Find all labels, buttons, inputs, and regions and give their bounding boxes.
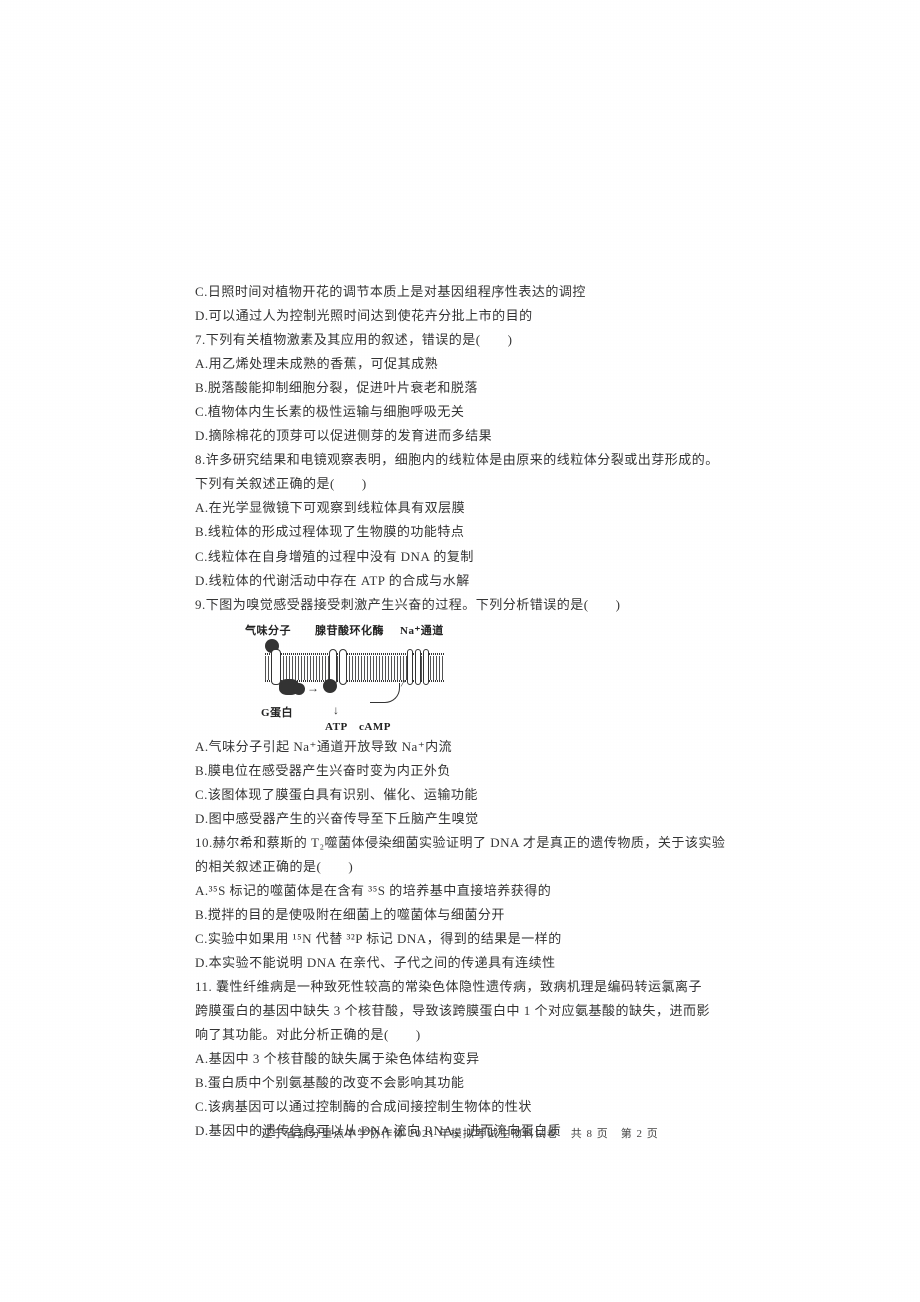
q9-option-d: D.图中感受器产生的兴奋传导至下丘脑产生嗅觉 (195, 807, 795, 831)
q8-stem-line1: 8.许多研究结果和电镜观察表明，细胞内的线粒体是由原来的线粒体分裂或出芽形成的。 (195, 448, 795, 472)
q10-option-d: D.本实验不能说明 DNA 在亲代、子代之间的传递具有连续性 (195, 951, 795, 975)
q7-option-d: D.摘除棉花的顶芽可以促进侧芽的发育进而多结果 (195, 424, 795, 448)
q7-option-a: A.用乙烯处理未成熟的香蕉，可促其成熟 (195, 352, 795, 376)
diagram-na-channel-2 (415, 649, 421, 685)
diagram-label-g-protein: G蛋白 (261, 703, 293, 723)
page-footer: 辽宁省部分重点中学协作体 2021 年模拟考试生物科试卷 共 8 页 第 2 页 (0, 1125, 920, 1141)
diagram-g-protein-3 (323, 679, 337, 693)
diagram-arrow-1: → (307, 677, 320, 699)
q7-option-c: C.植物体内生长素的极性运输与细胞呼吸无关 (195, 400, 795, 424)
q11-option-a: A.基因中 3 个核苷酸的缺失属于染色体结构变异 (195, 1047, 795, 1071)
exam-page-content: C.日照时间对植物开花的调节本质上是对基因组程序性表达的调控 D.可以通过人为控… (195, 280, 795, 1143)
q10-option-a: A.³⁵S 标记的噬菌体是在含有 ³⁵S 的培养基中直接培养获得的 (195, 879, 795, 903)
q8-option-d: D.线粒体的代谢活动中存在 ATP 的合成与水解 (195, 569, 795, 593)
q7-stem: 7.下列有关植物激素及其应用的叙述，错误的是( ) (195, 328, 795, 352)
diagram-enzyme-protein-2 (339, 649, 347, 685)
q11-stem-line2: 跨膜蛋白的基因中缺失 3 个核苷酸，导致该跨膜蛋白中 1 个对应氨基酸的缺失，进… (195, 999, 795, 1023)
q11-stem-line3: 响了其功能。对此分析正确的是( ) (195, 1023, 795, 1047)
q9-stem: 9.下图为嗅觉感受器接受刺激产生兴奋的过程。下列分析错误的是( ) (195, 593, 795, 617)
q7-option-b: B.脱落酸能抑制细胞分裂，促进叶片衰老和脱落 (195, 376, 795, 400)
diagram-receptor (271, 649, 281, 685)
q6-option-d: D.可以通过人为控制光照时间达到使花卉分批上市的目的 (195, 304, 795, 328)
q8-option-a: A.在光学显微镜下可观察到线粒体具有双层膜 (195, 496, 795, 520)
q9-option-a: A.气味分子引起 Na⁺通道开放导致 Na⁺内流 (195, 735, 795, 759)
q10-option-c: C.实验中如果用 ¹⁵N 代替 ³²P 标记 DNA，得到的结果是一样的 (195, 927, 795, 951)
diagram-label-na-channel: Na⁺通道 (400, 621, 444, 641)
q10-stem-line1: 10.赫尔希和蔡斯的 T₂噬菌体侵染细菌实验证明了 DNA 才是真正的遗传物质，… (195, 831, 795, 855)
q9-diagram: 气味分子 腺苷酸环化酶 Na⁺通道 → → G蛋白 ATP cAMP ↓ (235, 621, 475, 731)
q8-option-b: B.线粒体的形成过程体现了生物膜的功能特点 (195, 520, 795, 544)
q8-stem-line2: 下列有关叙述正确的是( ) (195, 472, 795, 496)
q11-stem-line1: 11. 囊性纤维病是一种致死性较高的常染色体隐性遗传病，致病机理是编码转运氯离子 (195, 975, 795, 999)
q10-option-b: B.搅拌的目的是使吸附在细菌上的噬菌体与细菌分开 (195, 903, 795, 927)
diagram-label-camp: cAMP (359, 717, 391, 737)
q9-option-c: C.该图体现了膜蛋白具有识别、催化、运输功能 (195, 783, 795, 807)
q9-option-b: B.膜电位在感受器产生兴奋时变为内正外负 (195, 759, 795, 783)
diagram-g-protein-2 (293, 683, 305, 695)
diagram-label-odor: 气味分子 (245, 621, 291, 641)
q6-option-c: C.日照时间对植物开花的调节本质上是对基因组程序性表达的调控 (195, 280, 795, 304)
diagram-arrow-down: ↓ (333, 699, 340, 721)
q8-option-c: C.线粒体在自身增殖的过程中没有 DNA 的复制 (195, 545, 795, 569)
q10-stem-line2: 的相关叙述正确的是( ) (195, 855, 795, 879)
diagram-label-enzyme: 腺苷酸环化酶 (315, 621, 384, 641)
q11-option-c: C.该病基因可以通过控制酶的合成间接控制生物体的性状 (195, 1095, 795, 1119)
diagram-na-channel-3 (423, 649, 429, 685)
q11-option-b: B.蛋白质中个别氨基酸的改变不会影响其功能 (195, 1071, 795, 1095)
